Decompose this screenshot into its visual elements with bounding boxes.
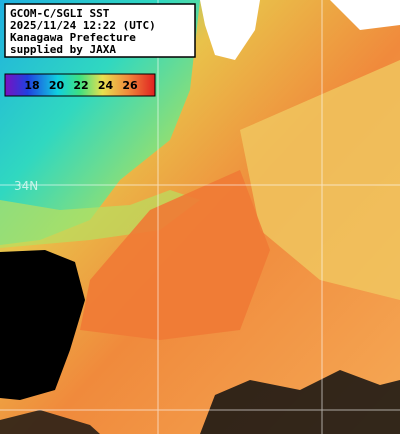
land-white-2 (330, 0, 400, 30)
warm-shelf (240, 60, 400, 300)
header-line: 2025/11/24 12:22 (UTC) (10, 19, 156, 32)
land-white (200, 0, 260, 60)
colorbar-label: 24 (98, 79, 114, 92)
header-line: Kanagawa Prefecture (10, 31, 136, 44)
cold-water (0, 0, 200, 245)
front (0, 190, 200, 248)
colorbar-label: 26 (122, 79, 138, 92)
kuroshio (80, 170, 270, 340)
cloud-black (200, 370, 400, 434)
colorbar-label: 22 (73, 79, 88, 92)
land-black (0, 250, 85, 400)
colorbar-labels: 18 20 22 24 26 (24, 79, 138, 92)
header-box (4, 3, 196, 58)
cloud-black-2 (0, 410, 100, 434)
colorbar (4, 73, 156, 97)
colorbar-label: 20 (49, 79, 65, 92)
lat-label: 34N (14, 179, 38, 193)
colorbar-label: 18 (24, 79, 39, 92)
header-line: GCOM-C/SGLI SST (10, 7, 110, 20)
header-line: supplied by JAXA (10, 43, 116, 56)
